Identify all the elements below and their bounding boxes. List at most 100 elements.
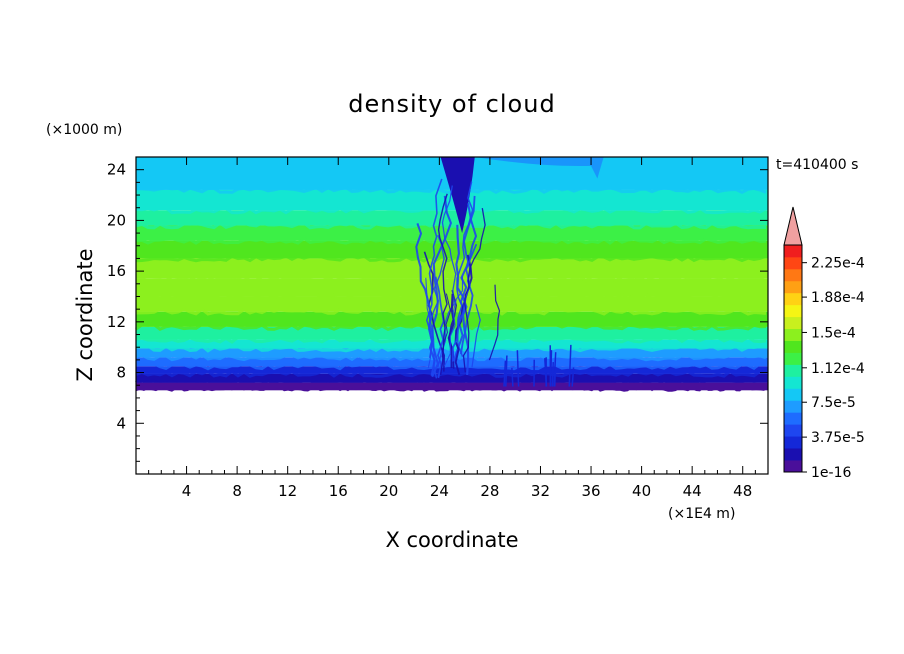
- base-spike: [511, 367, 514, 387]
- x-tick-label: 28: [480, 482, 499, 500]
- heatmap-band-1: [136, 373, 768, 383]
- colorbar-swatch: [784, 412, 802, 425]
- x-axis: 4 8 12 16 20 24 28 32 36 40 44 48: [148, 157, 756, 500]
- heatmap-band-13: [136, 210, 768, 226]
- disturbance-filament: [428, 234, 445, 379]
- colorbar-swatch: [784, 352, 802, 365]
- colorbar-swatch: [784, 448, 802, 461]
- band-edge-11: [135, 254, 767, 263]
- cloud-base-edge: [136, 382, 768, 392]
- band-edge-6: [135, 335, 767, 344]
- colorbar-swatch: [784, 424, 802, 437]
- heatmap-band-7: [136, 311, 768, 327]
- y-tick-label: 16: [107, 262, 126, 280]
- heatmap-band-12: [136, 225, 768, 241]
- disturbance-filament: [415, 223, 439, 378]
- disturbance-filament: [444, 276, 464, 367]
- colorbar-swatch: [784, 364, 802, 377]
- colorbar-swatch: [784, 268, 802, 282]
- colorbar-swatch: [784, 460, 802, 473]
- base-spike: [544, 358, 548, 387]
- x-tick-label: 24: [430, 482, 449, 500]
- chart-title: density of cloud: [348, 90, 555, 118]
- colorbar-swatch: [784, 292, 802, 306]
- y-axis: 4 8 12 16 20 24: [107, 161, 768, 462]
- colorbar-swatch: [784, 436, 802, 449]
- y-tick-label: 24: [107, 161, 126, 179]
- colorbar-swatch: [784, 388, 802, 401]
- y-tick-label: 8: [116, 364, 126, 382]
- colorbar-swatch: [784, 256, 802, 270]
- disturbance-filament: [434, 276, 445, 379]
- base-spike: [505, 355, 508, 387]
- colorbar-tick-label: 2.25e-4: [811, 256, 865, 272]
- band-edge-9: [135, 292, 767, 301]
- colorbar: 1e-16 3.75e-5 7.5e-5 1.12e-4 1.5e-4 1.88e-4 2.…: [783, 206, 865, 481]
- disturbance-plume: [440, 157, 475, 234]
- disturbance-filament: [437, 193, 448, 376]
- base-spike: [551, 362, 554, 387]
- disturbance-filament: [452, 203, 478, 362]
- colorbar-swatch: [784, 304, 802, 318]
- y-unit-label: (×1000 m): [46, 122, 122, 138]
- colorbar-swatch: [784, 245, 802, 258]
- colorbar-swatch: [784, 400, 802, 413]
- x-tick-label: 44: [683, 482, 702, 500]
- heatmap-band-2: [136, 366, 768, 374]
- x-tick-label: 4: [182, 482, 192, 500]
- heatmap-field: [135, 157, 768, 392]
- disturbance-anvil: [474, 157, 604, 179]
- disturbance-filament: [425, 277, 434, 369]
- band-edge-13: [135, 221, 766, 230]
- disturbance-filament: [488, 284, 501, 361]
- colorbar-tick-label: 1.88e-4: [811, 290, 865, 306]
- band-edge-2: [135, 369, 767, 378]
- time-label: t=410400 s: [776, 157, 858, 173]
- band-edge-14: [135, 206, 767, 215]
- y-tick-label: 4: [116, 414, 126, 432]
- colorbar-swatch: [784, 340, 802, 353]
- colorbar-overflow-triangle: [783, 206, 803, 246]
- disturbance-filament: [437, 185, 457, 368]
- x-tick-label: 16: [329, 482, 348, 500]
- base-spike: [503, 360, 507, 387]
- base-spike: [516, 350, 520, 387]
- y-tick-label: 12: [107, 313, 126, 331]
- colorbar-swatch: [784, 328, 802, 341]
- disturbance-filament: [447, 293, 456, 369]
- base-spike: [553, 367, 557, 387]
- x-tick-label: 36: [581, 482, 600, 500]
- heatmap-band-9: [136, 278, 768, 297]
- base-spike: [568, 344, 572, 387]
- disturbance-region: [415, 157, 604, 387]
- band-edge-10: [135, 274, 767, 283]
- colorbar-tick-label: 1e-16: [811, 465, 851, 481]
- colorbar-swatch: [784, 376, 802, 389]
- y-tick-label: 20: [107, 211, 126, 229]
- x-unit-label: (×1E4 m): [668, 506, 735, 522]
- disturbance-filament: [471, 304, 481, 368]
- colorbar-swatch: [784, 280, 802, 294]
- x-tick-label: 12: [278, 482, 297, 500]
- disturbance-filament: [454, 254, 473, 376]
- y-axis-label: Z coordinate: [73, 248, 97, 381]
- colorbar-tick-label: 3.75e-5: [811, 430, 865, 446]
- base-spike: [571, 367, 575, 387]
- colorbar-tick-label: 1.12e-4: [811, 361, 865, 377]
- band-edge-12: [135, 236, 767, 245]
- disturbance-filament: [462, 207, 486, 373]
- disturbance-filament: [425, 178, 443, 359]
- heatmap-band-10: [136, 258, 768, 279]
- x-tick-label: 20: [379, 482, 398, 500]
- x-tick-label: 48: [733, 482, 752, 500]
- x-tick-label: 32: [531, 482, 550, 500]
- heatmap-band-11: [136, 240, 768, 259]
- colorbar-swatch: [784, 316, 802, 330]
- colorbar-tick-label: 7.5e-5: [811, 395, 856, 411]
- heatmap-band-5: [136, 339, 768, 349]
- x-tick-label: 40: [632, 482, 651, 500]
- x-axis-label: X coordinate: [385, 528, 518, 552]
- x-tick-label: 8: [232, 482, 242, 500]
- heatmap-band-14: [136, 189, 768, 211]
